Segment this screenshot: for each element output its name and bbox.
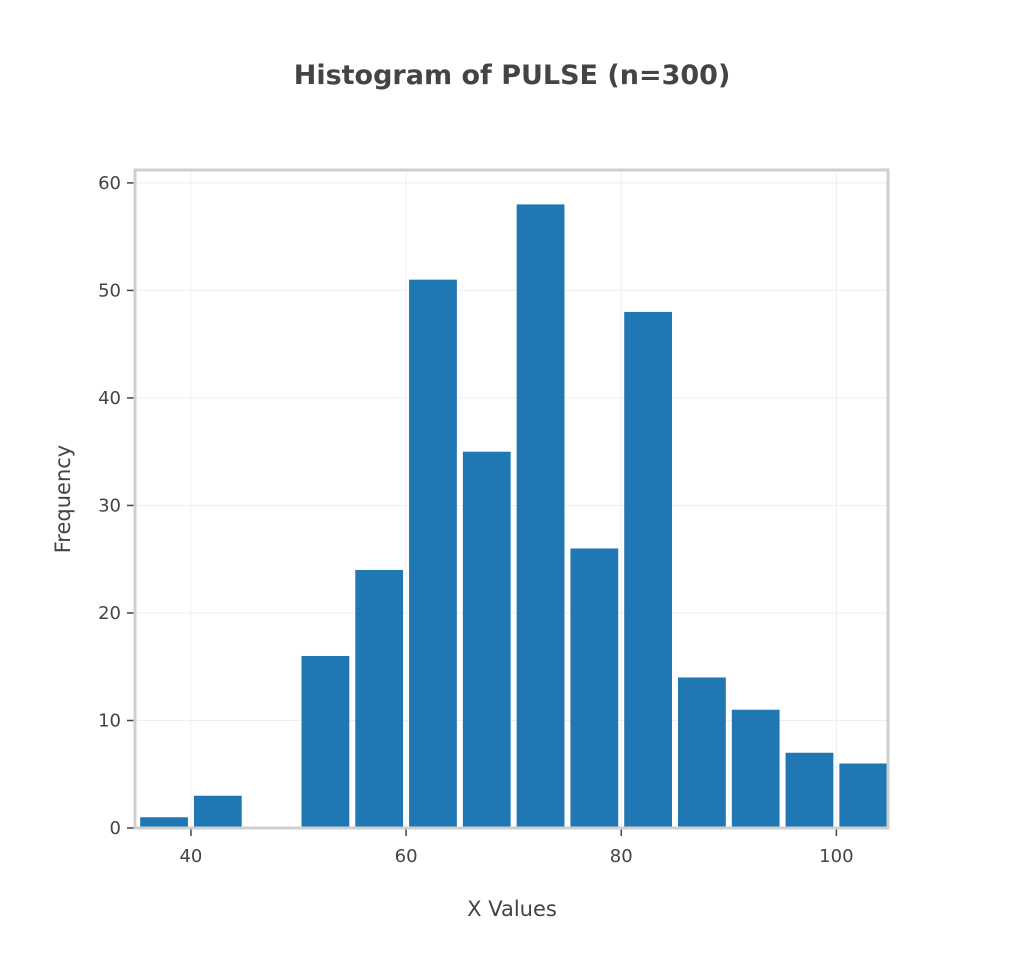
histogram-bar [516,204,565,829]
histogram-bar [301,655,350,828]
y-tick-label: 50 [98,280,121,301]
histogram-bar [355,569,404,828]
histogram-bar [624,311,673,828]
y-tick-label: 60 [98,173,121,194]
plot-frame [133,168,890,830]
x-tick-label: 40 [179,846,202,867]
histogram-bar [193,795,242,828]
x-axis-title: X Values [467,897,557,921]
histogram-bar [409,279,457,829]
histogram-bar [678,677,726,828]
histogram-bar [570,548,619,828]
x-tick-label: 80 [610,846,633,867]
chart-title: Histogram of PULSE (n=300) [294,60,731,91]
y-tick-label: 40 [98,388,121,409]
x-tick-label: 60 [395,846,418,867]
bars [140,204,888,829]
grid-lines [135,170,888,828]
histogram-bar [462,451,511,828]
y-tick-label: 20 [98,603,121,624]
histogram-bar [731,709,780,828]
histogram-bar [839,763,888,828]
y-tick-label: 10 [98,710,121,731]
histogram-bar [785,752,834,828]
y-tick-label: 30 [98,495,121,516]
x-tick-label: 100 [819,846,853,867]
histogram-bar [140,817,188,828]
y-axis-title: Frequency [51,445,75,554]
y-tick-label: 0 [110,818,121,839]
